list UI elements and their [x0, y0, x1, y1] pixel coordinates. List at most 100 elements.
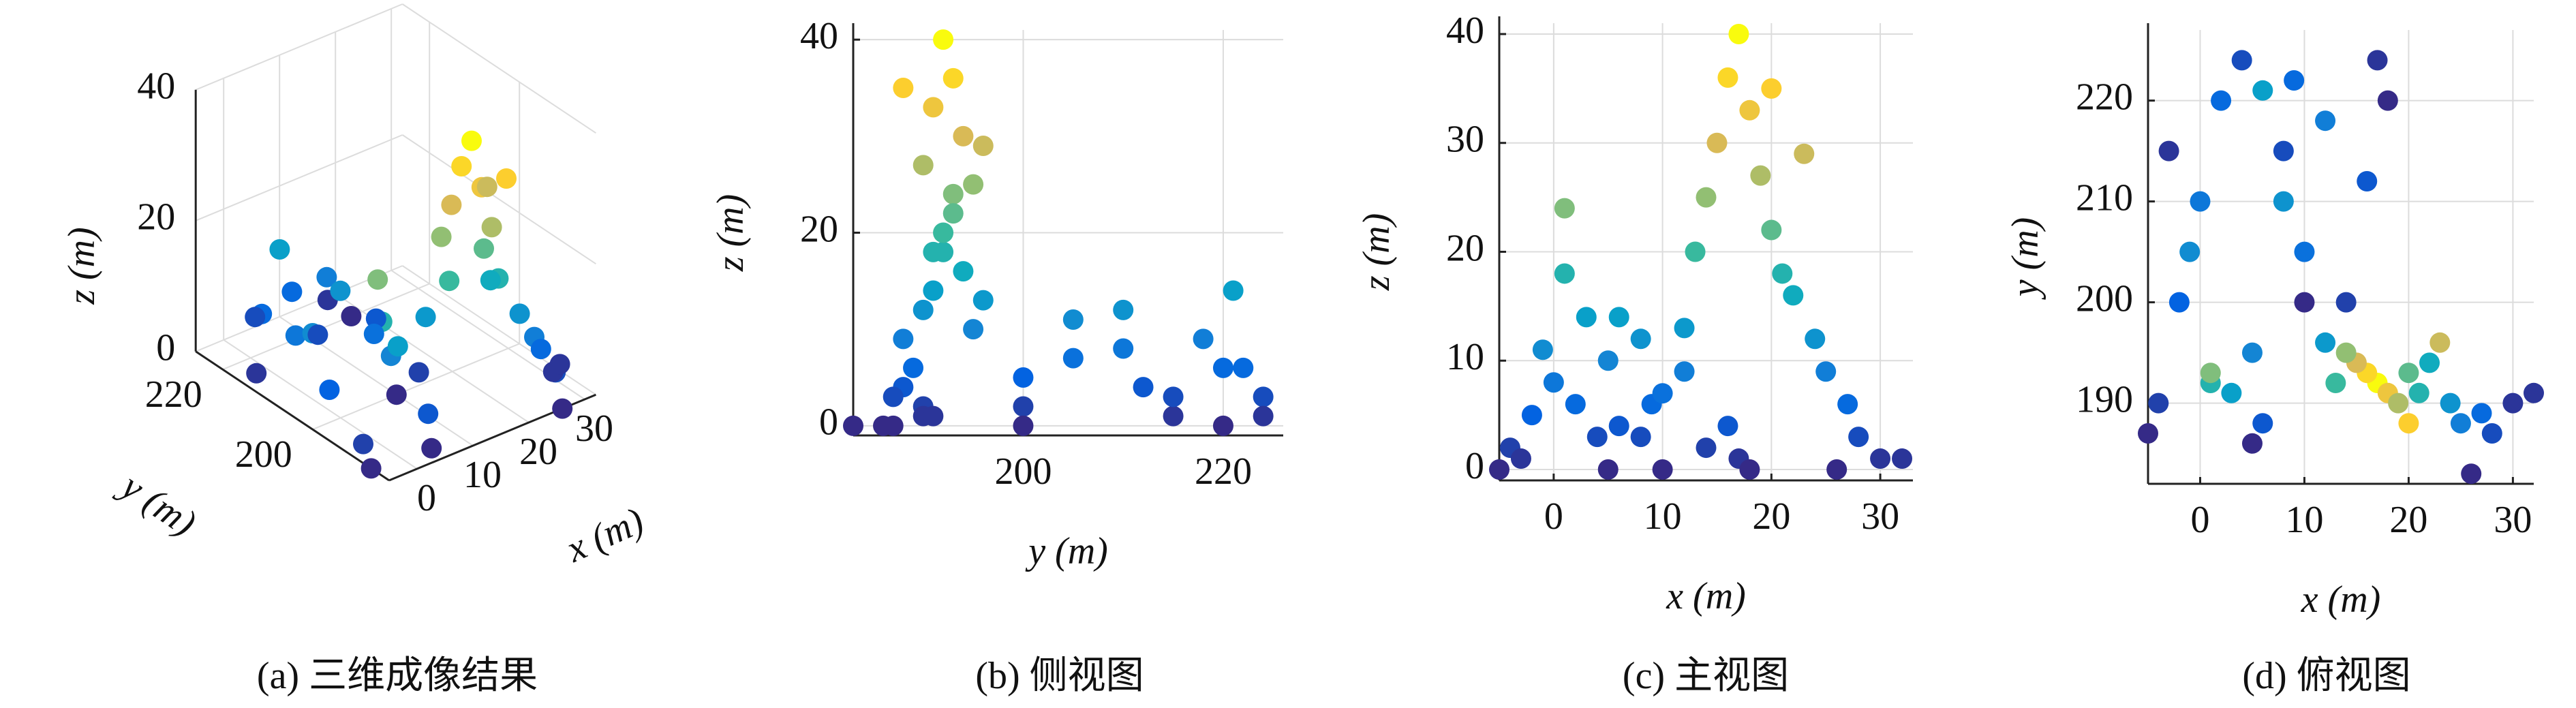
- point: [1794, 143, 1815, 164]
- point: [552, 398, 573, 419]
- point: [363, 324, 384, 344]
- point: [316, 266, 337, 288]
- point: [1761, 219, 1782, 241]
- y-tick-label: 0: [1465, 445, 1484, 487]
- point: [913, 155, 934, 176]
- point: [509, 303, 530, 324]
- point: [2252, 413, 2273, 434]
- point: [1510, 448, 1531, 470]
- point: [843, 415, 863, 436]
- x-tick-label: 220: [1195, 450, 1252, 493]
- point: [1892, 448, 1913, 470]
- point: [1013, 415, 1034, 436]
- point: [431, 226, 452, 247]
- y-axis-label: y (m): [2004, 217, 2046, 301]
- point: [1630, 427, 1651, 448]
- point: [1113, 299, 1134, 320]
- point: [439, 271, 460, 292]
- point: [1652, 459, 1673, 480]
- point: [2252, 80, 2273, 101]
- point: [913, 299, 934, 320]
- point: [1772, 263, 1793, 284]
- point: [2367, 50, 2388, 71]
- point: [1805, 328, 1826, 350]
- point: [2294, 292, 2315, 313]
- point: [942, 183, 964, 204]
- z-tick-label: 20: [137, 196, 175, 238]
- point: [1554, 263, 1575, 284]
- z-axis-label: z (m): [61, 227, 103, 305]
- point: [1163, 405, 1184, 427]
- point: [893, 328, 914, 350]
- point: [2502, 393, 2524, 414]
- y-tick-label: 210: [2076, 176, 2133, 219]
- point: [2315, 110, 2336, 132]
- point: [2200, 363, 2221, 384]
- point: [1062, 348, 1084, 369]
- point: [319, 380, 340, 400]
- y-axis-label: y (m): [111, 463, 203, 544]
- x-tick-label: 200: [994, 450, 1052, 493]
- point: [1489, 459, 1509, 480]
- x-axis-label: x (m): [1666, 575, 1746, 617]
- point: [353, 433, 373, 455]
- point: [1223, 280, 1244, 301]
- point: [2419, 352, 2440, 373]
- caption: (a) 三维成像结果: [257, 655, 538, 697]
- x-tick-label: 20: [2389, 499, 2427, 541]
- x-tick-label: 30: [1861, 495, 1899, 538]
- point: [1521, 405, 1542, 426]
- point: [2138, 423, 2158, 444]
- point: [408, 362, 429, 383]
- point: [2190, 191, 2211, 212]
- z-tick-label: 40: [137, 65, 175, 108]
- point: [942, 67, 964, 89]
- point: [2158, 140, 2179, 161]
- point: [415, 307, 436, 328]
- point: [285, 325, 306, 346]
- point: [923, 405, 944, 427]
- point: [1253, 386, 1274, 407]
- point: [933, 222, 954, 243]
- point: [481, 217, 502, 238]
- x-axis-label: x (m): [2301, 579, 2381, 621]
- grid-line: [195, 134, 403, 221]
- point: [2221, 382, 2242, 403]
- point: [972, 290, 994, 311]
- grid-line: [222, 283, 430, 371]
- point: [421, 437, 442, 459]
- point: [893, 78, 914, 98]
- y-tick-label: 40: [1446, 10, 1484, 52]
- x-tick-label: 0: [417, 477, 436, 519]
- point: [1696, 187, 1717, 208]
- point: [2179, 241, 2201, 262]
- point: [330, 280, 351, 301]
- caption: (d) 俯视图: [2242, 655, 2410, 697]
- point: [1062, 309, 1084, 330]
- point: [2398, 363, 2419, 384]
- caption: (b) 侧视图: [975, 655, 1144, 697]
- point: [873, 415, 894, 436]
- point: [2325, 373, 2346, 393]
- point: [2377, 90, 2398, 111]
- point: [2471, 403, 2492, 424]
- point: [1013, 396, 1034, 417]
- point: [341, 306, 362, 326]
- point: [386, 384, 407, 405]
- point: [2398, 413, 2419, 434]
- y-axis-label: z (m): [709, 194, 752, 273]
- point: [1113, 338, 1134, 359]
- x-tick-label: 10: [1644, 495, 1682, 538]
- point: [883, 386, 904, 407]
- point: [281, 281, 303, 303]
- point: [923, 280, 944, 301]
- point: [1674, 361, 1695, 382]
- point: [1870, 448, 1891, 470]
- point: [1212, 357, 1233, 378]
- point: [2294, 241, 2315, 262]
- y-tick-label: 0: [819, 401, 838, 444]
- point: [1826, 459, 1847, 480]
- point: [1597, 459, 1619, 480]
- x-tick-label: 10: [2285, 499, 2323, 541]
- point: [476, 176, 497, 198]
